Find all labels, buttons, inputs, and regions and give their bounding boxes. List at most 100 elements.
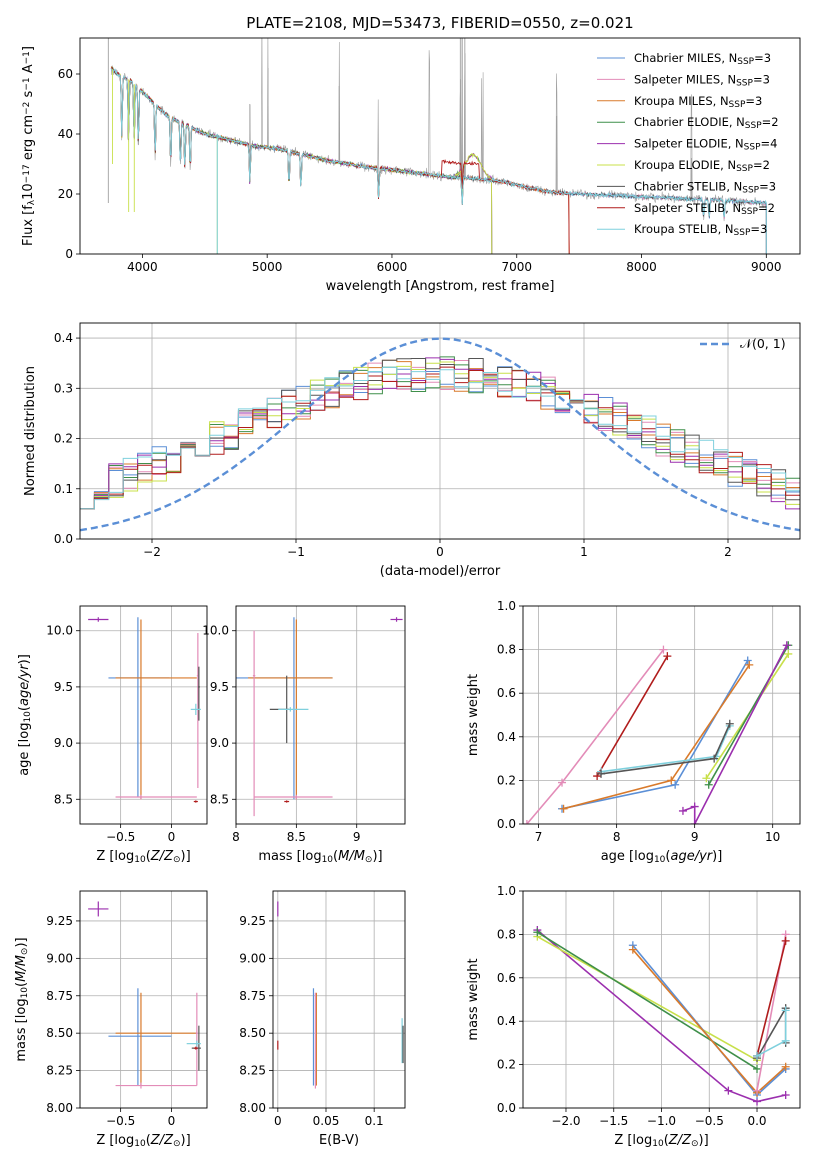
label-part: )] — [14, 937, 29, 947]
weight-marker — [690, 820, 699, 824]
mass_vs_ebv-ytick-label: 8.75 — [239, 989, 266, 1003]
mass_vs_ebv-plot-area — [277, 901, 404, 1089]
legend-entry: Chabrier MILES, NSSP=3 — [634, 51, 771, 67]
label-part: Chabrier ELODIE, N — [634, 115, 745, 129]
residual-legend: 𝒩(0, 1) — [700, 336, 786, 351]
weight-line — [536, 935, 758, 1061]
label-part: )] — [712, 849, 722, 864]
label-part: mass weight — [466, 674, 481, 756]
label-part: )] — [17, 654, 32, 664]
weight-marker — [702, 774, 711, 783]
weight_vs_age-ylabel: mass weight — [466, 674, 481, 756]
spectrum-xtick-label: 9000 — [751, 260, 782, 274]
residuals-ylabel: Normed distribution — [23, 366, 38, 496]
label-part: ⊙ — [365, 855, 373, 865]
weight_vs_Z-plot-area — [533, 926, 790, 1106]
weight-line — [596, 655, 669, 777]
label-part: Kroupa MILES, N — [634, 94, 729, 108]
label-part: =3 — [753, 72, 770, 86]
figure-title: PLATE=2108, MJD=53473, FIBERID=0550, z=0… — [246, 14, 633, 32]
weight-line — [536, 931, 758, 1070]
residuals-ytick-label: 0.3 — [54, 381, 73, 395]
spectrum-xtick-label: 7000 — [501, 260, 532, 274]
age_vs_Z-ytick-label: 9.0 — [54, 736, 73, 750]
legend-entry: Salpeter STELIB, NSSP=2 — [634, 201, 775, 217]
label-part: −17 — [22, 164, 32, 183]
label-part: (data-model)/error — [380, 564, 501, 579]
label-part: age [log — [17, 723, 32, 776]
mass_vs_Z-frame — [79, 890, 208, 1109]
spectrum-plot-area — [107, 38, 767, 254]
mass_vs_Z-xlabel: Z [log10(Z/Z⊙)] — [96, 1133, 190, 1149]
mass_vs_Z-xtick-label: 0 — [168, 1114, 176, 1128]
weight-line — [561, 660, 749, 810]
label-part: SSP — [742, 186, 759, 196]
label-part: =2 — [762, 115, 779, 129]
weight-marker — [781, 1036, 790, 1045]
age_vs_mass-ytick-label: 9.5 — [210, 680, 229, 694]
label-part: )] — [181, 1133, 191, 1148]
label-part: 10 — [652, 1139, 664, 1149]
spectrum-panel: 4000 5000 6000 7000 8000 9000 0 20 40 60 Chabrier … — [21, 37, 801, 294]
spectrum-xtick-label: 6000 — [377, 260, 408, 274]
label-part: =2 — [753, 158, 770, 172]
label-part: SSP — [734, 228, 751, 238]
mass_vs_Z-ytick-label: 8.75 — [46, 989, 73, 1003]
label-part: ( — [14, 982, 29, 987]
spectrum-ylabel: Flux [fλ10−17 erg cm−2 s−1 A−1] — [21, 46, 37, 246]
weight_vs_age-ytick-label: 0.2 — [497, 773, 516, 787]
weight-marker — [781, 1090, 790, 1099]
label-part: SSP — [744, 143, 761, 153]
label-part: =3 — [754, 51, 771, 65]
weight_vs_Z-xtick-label: 0.0 — [747, 1114, 766, 1128]
label-part: SSP — [736, 164, 753, 174]
weight_vs_age-ytick-label: 1.0 — [497, 599, 516, 613]
legend-entry: Kroupa STELIB, NSSP=3 — [634, 222, 767, 238]
label-part: ⊙ — [691, 1139, 699, 1149]
label-part: SSP — [729, 100, 746, 110]
label-part: λ — [27, 199, 37, 205]
label-part: SSP — [736, 79, 753, 89]
age_vs_mass-xlabel: mass [log10(M/M⊙)] — [258, 849, 382, 865]
mass_vs_ebv-ytick-label: 9.25 — [239, 914, 266, 928]
label-part: ⊙ — [173, 855, 181, 865]
weight-marker — [743, 656, 752, 665]
label-part: Z [log — [614, 1133, 652, 1148]
label-part: =4 — [761, 137, 778, 151]
label-part: age [log — [601, 849, 654, 864]
legend-entry: Kroupa ELODIE, NSSP=2 — [634, 158, 770, 174]
weight_vs_Z-panel: −2.0 −1.5 −1.0 −0.5 0.0 0.0 0.2 0.4 0.6 0.8 1.0 Z [… — [466, 884, 801, 1149]
age_vs_mass-xtick-label: 8 — [232, 830, 240, 844]
weight_vs_Z-xtick-label: −0.5 — [695, 1114, 724, 1128]
age_vs_mass-ytick-label: 9.0 — [210, 736, 229, 750]
weight-marker — [781, 1006, 790, 1015]
label-part: ( — [17, 706, 32, 711]
residuals-ytick-label: 0.2 — [54, 432, 73, 446]
residuals-xtick-label: 0 — [436, 545, 444, 559]
weight-marker — [753, 1086, 762, 1095]
label-part: ( — [146, 849, 151, 864]
weight-marker — [724, 1086, 733, 1095]
label-part: s — [21, 90, 36, 101]
mass_vs_ebv-ytick-label: 8.50 — [239, 1026, 266, 1040]
weight-line — [682, 644, 788, 824]
label-part: SSP — [745, 121, 762, 131]
age_vs_Z-xtick-label: 0 — [168, 830, 176, 844]
spectrum-xlabel: wavelength [Angstrom, rest frame] — [326, 279, 555, 294]
weight_vs_age-ytick-label: 0.8 — [497, 643, 516, 657]
label-part: M/M — [14, 955, 29, 982]
mass_vs_ebv-xlabel: E(B-V) — [319, 1133, 359, 1148]
mass_vs_ebv-xtick-label: 0.1 — [365, 1114, 384, 1128]
weight-marker — [559, 804, 568, 813]
spectrum-xtick-label: 4000 — [127, 260, 158, 274]
weight-marker — [781, 936, 790, 945]
residuals-xtick-label: 2 — [724, 545, 732, 559]
residuals-xtick-label: −2 — [143, 545, 161, 559]
age_vs_mass-ytick-label: 10.0 — [202, 624, 229, 638]
label-part: Kroupa ELODIE, N — [634, 158, 736, 172]
spectrum-ytick-label: 20 — [58, 187, 73, 201]
residuals-xlabel: (data-model)/error — [380, 564, 501, 579]
weight-marker — [690, 802, 699, 811]
